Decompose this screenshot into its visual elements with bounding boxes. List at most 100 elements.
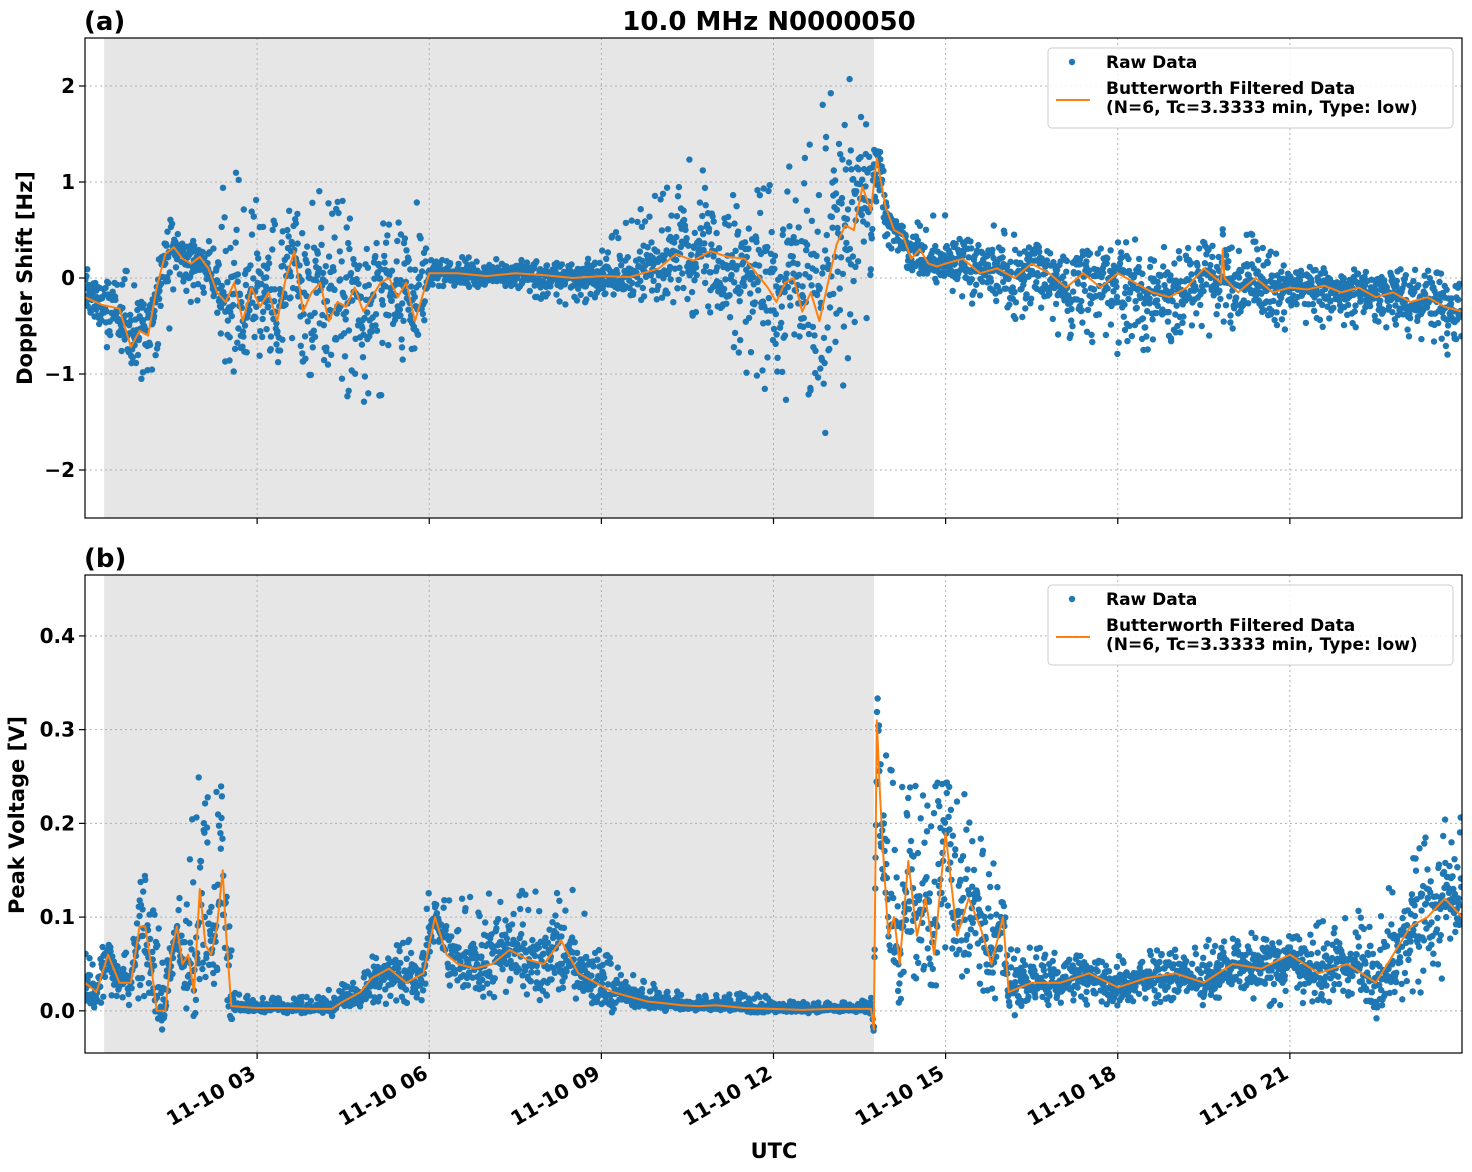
raw-data-point	[176, 894, 183, 902]
raw-data-point	[600, 974, 608, 981]
raw-data-point	[639, 284, 646, 292]
raw-data-point	[346, 245, 353, 253]
raw-data-point	[804, 262, 811, 270]
raw-data-point	[1103, 260, 1110, 267]
raw-data-point	[328, 1012, 336, 1020]
raw-data-point	[113, 281, 121, 288]
raw-data-point	[344, 393, 351, 400]
raw-data-point	[812, 347, 819, 354]
raw-data-point	[399, 939, 407, 946]
raw-data-point	[814, 374, 822, 381]
raw-data-point	[728, 271, 735, 279]
raw-data-point	[765, 187, 772, 195]
raw-data-point	[264, 265, 271, 272]
raw-data-point	[715, 245, 723, 252]
raw-data-point	[191, 242, 198, 250]
raw-data-point	[1377, 297, 1384, 304]
raw-data-point	[630, 971, 637, 979]
raw-data-point	[783, 270, 790, 277]
raw-data-point	[806, 274, 813, 281]
raw-data-point	[226, 334, 233, 341]
raw-data-point	[136, 912, 143, 920]
raw-data-point	[140, 888, 147, 895]
raw-data-point	[1273, 309, 1280, 316]
raw-data-point	[1226, 293, 1233, 300]
raw-data-point	[850, 277, 857, 285]
raw-data-point	[156, 287, 163, 295]
raw-data-point	[1264, 259, 1272, 267]
raw-data-point	[267, 346, 274, 353]
raw-data-point	[319, 269, 327, 277]
raw-data-point	[455, 260, 462, 268]
raw-data-point	[1401, 280, 1408, 288]
raw-data-point	[230, 368, 237, 375]
raw-data-point	[217, 830, 224, 837]
raw-data-point	[559, 984, 567, 991]
raw-data-point	[457, 958, 464, 965]
raw-data-point	[1068, 305, 1075, 313]
raw-data-point	[520, 983, 527, 990]
raw-data-point	[803, 207, 811, 214]
raw-data-point	[821, 247, 829, 254]
raw-data-point	[186, 920, 193, 927]
raw-data-point	[112, 296, 119, 304]
raw-data-point	[91, 1004, 98, 1011]
raw-data-point	[379, 301, 386, 308]
raw-data-point	[674, 193, 682, 200]
raw-data-point	[231, 345, 239, 353]
raw-data-point	[412, 978, 419, 985]
raw-data-point	[1267, 248, 1274, 255]
raw-data-point	[843, 239, 850, 247]
raw-data-point	[1161, 282, 1168, 289]
raw-data-point	[820, 380, 827, 387]
raw-data-point	[502, 917, 509, 924]
raw-data-point	[1278, 268, 1285, 275]
raw-data-point	[1155, 284, 1162, 291]
raw-data-point	[224, 317, 232, 324]
raw-data-point	[749, 308, 756, 315]
raw-data-point	[921, 243, 928, 251]
raw-data-point	[637, 206, 644, 213]
raw-data-point	[1003, 263, 1011, 270]
raw-data-point	[451, 970, 459, 977]
raw-data-point	[228, 1015, 236, 1023]
raw-data-point	[350, 256, 357, 263]
raw-data-point	[393, 997, 400, 1004]
raw-data-point	[674, 285, 681, 292]
raw-data-point	[221, 214, 228, 221]
raw-data-point	[1168, 288, 1175, 295]
raw-data-point	[809, 323, 817, 331]
raw-data-point	[318, 224, 325, 231]
raw-data-point	[419, 987, 427, 994]
raw-data-point	[1424, 267, 1432, 274]
raw-data-point	[421, 298, 428, 305]
raw-data-point	[405, 306, 412, 313]
raw-data-point	[192, 1009, 199, 1017]
raw-data-point	[125, 1001, 133, 1009]
raw-data-point	[640, 293, 648, 300]
raw-data-point	[575, 285, 582, 292]
raw-data-point	[755, 287, 762, 294]
raw-data-point	[1025, 244, 1033, 251]
raw-data-point	[1305, 301, 1312, 308]
raw-data-point	[821, 359, 828, 367]
raw-data-point	[696, 199, 704, 206]
raw-data-point	[128, 985, 135, 992]
raw-data-point	[378, 391, 385, 399]
raw-data-point	[408, 283, 415, 290]
raw-data-point	[1418, 335, 1425, 343]
raw-data-point	[1131, 272, 1138, 279]
raw-data-point	[1179, 319, 1186, 326]
raw-data-point	[347, 270, 355, 277]
raw-data-point	[1139, 315, 1147, 322]
raw-data-point	[1219, 226, 1226, 233]
raw-data-point	[832, 177, 839, 184]
raw-data-point	[287, 272, 295, 280]
raw-data-point	[322, 263, 329, 270]
raw-data-point	[1444, 322, 1452, 329]
raw-data-point	[1252, 238, 1259, 245]
raw-data-point	[1405, 333, 1413, 340]
raw-data-point	[510, 910, 517, 918]
raw-data-point	[359, 354, 367, 361]
raw-data-point	[1406, 315, 1414, 322]
